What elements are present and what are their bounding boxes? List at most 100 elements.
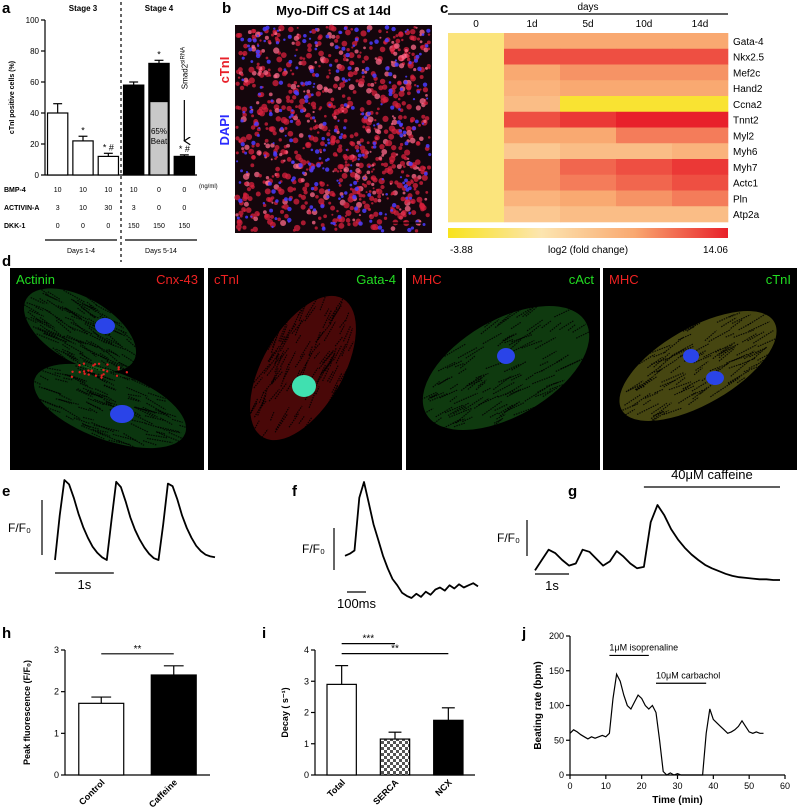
significance-label: ** <box>134 644 142 655</box>
fiber <box>686 324 697 332</box>
nucleus-stain <box>251 140 256 146</box>
fiber <box>274 362 280 373</box>
fiber <box>497 309 516 326</box>
fiber <box>299 341 311 358</box>
cell-stain <box>413 68 417 72</box>
nucleus-stain <box>337 214 342 219</box>
fiber <box>85 321 96 328</box>
fiber <box>567 323 577 331</box>
cell-stain <box>252 226 258 233</box>
cell-stain <box>251 144 255 148</box>
cell-stain <box>300 178 305 183</box>
heatmap-cell <box>616 174 673 191</box>
fiber <box>682 379 701 390</box>
nucleus-stain <box>357 158 360 161</box>
cell-stain <box>280 52 287 58</box>
cell-stain <box>257 72 261 76</box>
cell-stain <box>247 196 253 202</box>
fiber <box>339 361 353 382</box>
panel-letter: g <box>568 483 577 500</box>
cell-stain <box>300 204 306 210</box>
fiber <box>457 346 478 359</box>
cell-stain <box>323 193 330 200</box>
cell-stain <box>286 105 292 112</box>
nucleus-stain <box>348 78 351 81</box>
cell-stain <box>391 164 396 169</box>
cell-stain <box>263 70 269 76</box>
fiber <box>733 329 754 338</box>
heatmap-cell <box>504 190 561 207</box>
nucleus-stain <box>377 225 383 230</box>
fiber <box>155 409 177 418</box>
heatmap-cell <box>504 33 561 50</box>
cell-stain <box>412 182 419 189</box>
heatmap-cell <box>616 96 673 113</box>
cell-stain <box>292 187 297 191</box>
cell-stain <box>358 78 365 85</box>
cell-stain <box>341 110 344 113</box>
fiber <box>335 344 347 364</box>
fiber <box>522 305 536 318</box>
heatmap-cell <box>672 33 729 50</box>
cell-stain <box>278 29 281 32</box>
fiber <box>294 353 306 368</box>
cell-stain <box>376 188 383 195</box>
stain-label: DAPI <box>217 114 232 145</box>
cell-stain <box>280 219 287 227</box>
nucleus-stain <box>367 192 372 197</box>
cell-stain <box>377 194 382 199</box>
fiber <box>430 392 444 399</box>
cell-stain <box>336 147 343 153</box>
fiber <box>58 405 82 420</box>
nucleus-stain <box>422 82 428 87</box>
fiber <box>492 381 516 395</box>
column-label: 0 <box>473 19 479 30</box>
fiber <box>508 332 531 346</box>
fiber <box>757 336 781 348</box>
cell-stain <box>338 222 345 229</box>
cell-stain <box>344 161 348 164</box>
fiber <box>708 328 732 343</box>
cell-stain <box>327 88 333 94</box>
cell-stain <box>336 130 340 135</box>
cell-stain <box>241 147 245 151</box>
cell-stain <box>366 24 373 31</box>
cell-stain <box>287 130 294 137</box>
fiber <box>329 347 337 367</box>
bar <box>78 702 125 776</box>
fiber <box>286 379 295 392</box>
fiber <box>731 314 751 324</box>
nucleus-stain <box>361 112 365 116</box>
nucleus-stain <box>259 85 263 89</box>
x-tick-label: 30 <box>672 781 682 791</box>
cell-stain <box>347 96 351 101</box>
arrow-label-superscript: siRNA <box>180 47 186 64</box>
cell-stain <box>334 125 339 129</box>
cell-stain <box>242 50 248 56</box>
nucleus-stain <box>257 92 261 96</box>
significance-mark: * <box>157 49 161 59</box>
heatmap-cell <box>560 96 617 113</box>
fiber <box>504 402 525 413</box>
nucleus-stain <box>249 109 254 114</box>
fiber <box>100 360 110 368</box>
fiber <box>748 321 770 332</box>
heatmap-cell <box>616 48 673 65</box>
fiber <box>271 367 283 383</box>
nucleus-stain <box>384 25 390 30</box>
fiber <box>322 367 330 382</box>
cell-stain <box>292 228 296 232</box>
cell-stain <box>425 93 428 97</box>
significance-mark: * <box>81 125 85 135</box>
cell-stain <box>381 84 388 90</box>
x-tick-label: NCX <box>433 777 454 798</box>
heatmap-cell <box>448 127 505 144</box>
cell-stain <box>243 182 248 186</box>
nucleus-stain <box>349 169 353 173</box>
cell-stain <box>244 144 250 150</box>
panel-letter: i <box>262 625 266 642</box>
fiber <box>70 321 94 335</box>
cell-stain <box>339 192 344 196</box>
cell-stain <box>405 125 412 132</box>
cell-stain <box>241 150 246 154</box>
